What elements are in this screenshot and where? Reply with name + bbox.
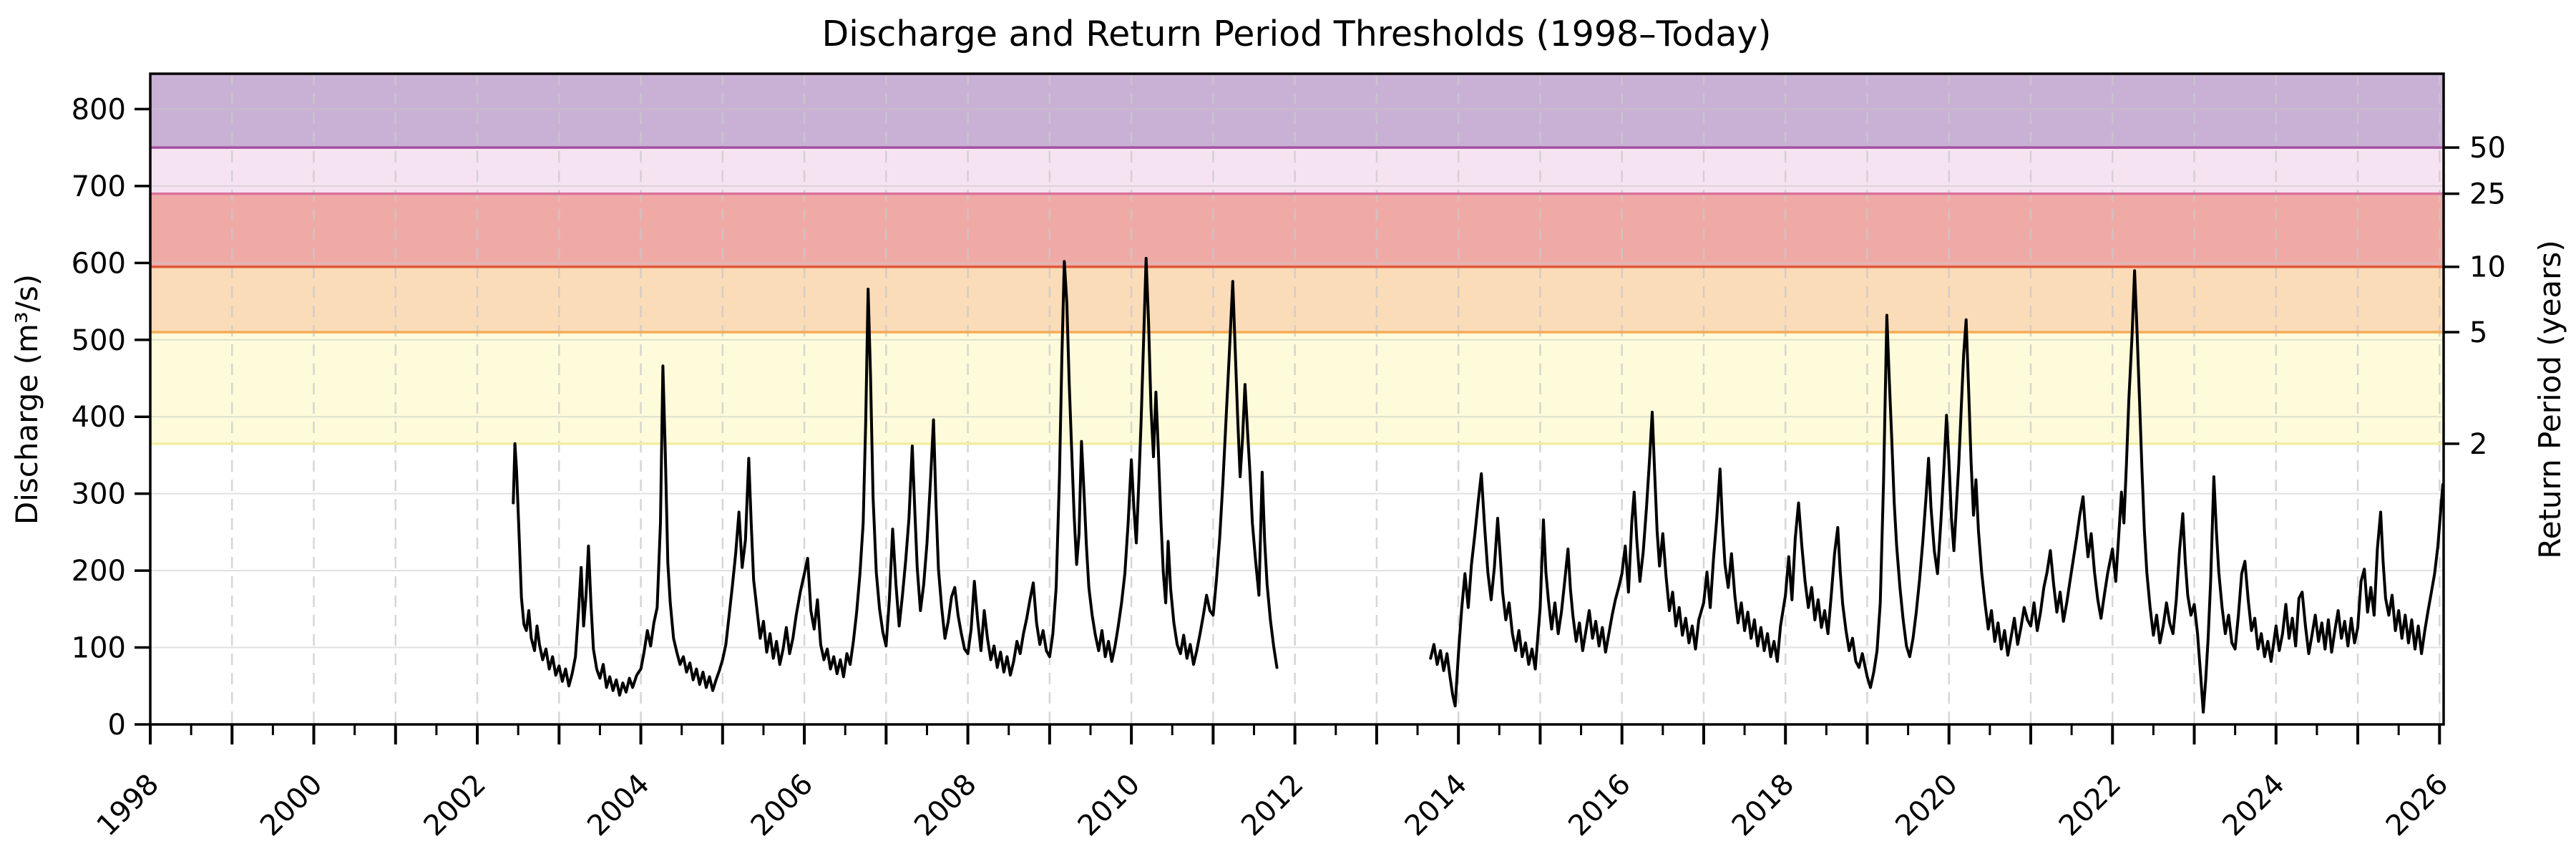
discharge-line-series	[512, 256, 2444, 714]
x-tick-label-2024: 2024	[2216, 768, 2291, 843]
discharge-line-segment-1	[512, 256, 1279, 697]
y2-tick-label-5: 5	[2469, 316, 2487, 349]
y-tick-label: 100	[72, 632, 126, 665]
y2-tick-label-50: 50	[2469, 132, 2506, 165]
x-tick-label-2006: 2006	[745, 768, 820, 843]
x-tick-label-2022: 2022	[2053, 768, 2128, 843]
plot-border	[149, 72, 2445, 726]
x-tick-label-1998: 1998	[91, 768, 166, 843]
chart-title: Discharge and Return Period Thresholds (…	[821, 14, 1771, 54]
y2-tick-label-2: 2	[2469, 428, 2487, 461]
return-period-bands	[150, 74, 2444, 444]
x-tick-label-2026: 2026	[2380, 768, 2455, 843]
y-tick-label: 500	[72, 324, 126, 357]
y-tick-label: 0	[108, 709, 126, 742]
y-tick-label: 700	[72, 170, 126, 203]
x-tick-label-2008: 2008	[908, 768, 983, 843]
x-tick-label-2020: 2020	[1889, 768, 1964, 843]
x-tick-label-2002: 2002	[418, 768, 493, 843]
band-5y	[150, 266, 2444, 333]
band-50y	[150, 74, 2444, 148]
y-tick-label: 200	[72, 555, 126, 588]
band-10y	[150, 193, 2444, 267]
y-tick-label: 600	[72, 247, 126, 280]
x-tick-label-2018: 2018	[1726, 768, 1801, 843]
x-tick-label-2012: 2012	[1235, 768, 1310, 843]
y2-tick-label-25: 25	[2469, 178, 2506, 211]
y-tick-label: 800	[72, 93, 126, 126]
band-25y	[150, 147, 2444, 194]
x-tick-label-2004: 2004	[581, 768, 656, 843]
band-2y	[150, 332, 2444, 444]
x-tick-label-2010: 2010	[1072, 768, 1147, 843]
y-tick-label: 300	[72, 478, 126, 511]
y2-tick-label-10: 10	[2469, 251, 2506, 284]
y-tick-label: 400	[72, 401, 126, 434]
y-axis-label: Discharge (m³/s)	[9, 274, 44, 525]
x-tick-label-2016: 2016	[1562, 768, 1637, 843]
threshold-lines	[150, 146, 2444, 445]
x-tick-label-2000: 2000	[254, 768, 329, 843]
discharge-line-segment-2	[1429, 269, 2444, 714]
x-tick-label-2014: 2014	[1399, 768, 1474, 843]
y2-axis-label: Return Period (years)	[2532, 240, 2567, 558]
